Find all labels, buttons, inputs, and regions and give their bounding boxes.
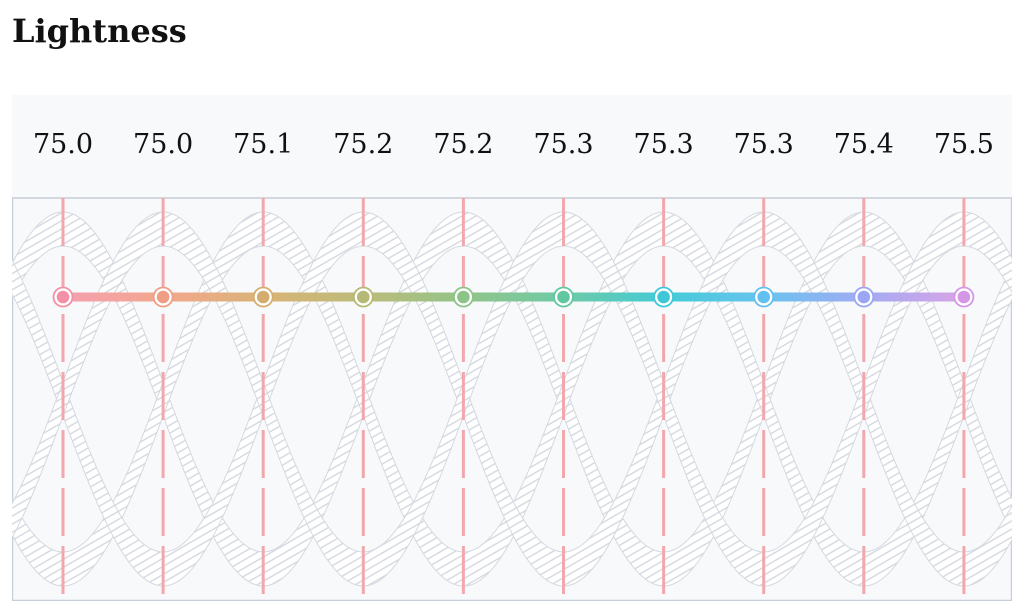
data-point <box>553 286 574 308</box>
point-guides <box>61 198 966 600</box>
data-point-dot <box>56 290 70 304</box>
tick-label: 75.0 <box>33 129 93 160</box>
tick-label: 75.3 <box>533 129 593 160</box>
data-point <box>452 286 474 308</box>
wave-bands <box>12 211 1012 587</box>
wave-band-4 <box>12 211 1012 587</box>
tick-label: 75.1 <box>233 129 293 160</box>
tick-label: 75.4 <box>834 129 894 160</box>
tick-labels: 75.0 75.0 75.1 75.2 75.2 75.3 75.3 75.3 75.4 75.5 <box>33 129 994 160</box>
chart-title: Lightness <box>12 12 187 50</box>
tick-label-band <box>12 95 1012 198</box>
data-point <box>52 286 74 308</box>
data-point-dot <box>256 290 270 304</box>
tick-label: 75.0 <box>133 129 193 160</box>
data-point-dot <box>757 290 770 304</box>
lightness-chart: 75.0 75.0 75.1 75.2 75.2 75.3 75.3 75.3 75.4 75.5 <box>11 95 1013 602</box>
tick-label: 75.5 <box>934 129 994 160</box>
data-point <box>853 286 875 308</box>
tick-label: 75.2 <box>333 129 393 160</box>
wave-band-3 <box>12 211 1012 587</box>
data-point <box>252 286 274 308</box>
data-point <box>152 286 174 308</box>
tick-label: 75.3 <box>734 129 794 160</box>
tick-label: 75.3 <box>634 129 694 160</box>
data-points <box>52 286 975 308</box>
data-point-dot <box>857 290 871 304</box>
data-point-dot <box>457 290 470 304</box>
data-point-dot <box>357 290 370 304</box>
data-point <box>753 286 775 308</box>
lightness-chart-svg: 75.0 75.0 75.1 75.2 75.2 75.3 75.3 75.3 75.4 75.5 <box>11 95 1013 602</box>
data-point-dot <box>657 290 670 304</box>
data-point <box>352 286 374 308</box>
data-point <box>653 286 674 308</box>
data-point-dot <box>557 290 570 304</box>
data-point-dot <box>957 290 971 304</box>
tick-label: 75.2 <box>433 129 493 160</box>
data-point <box>953 286 975 308</box>
data-point-dot <box>156 290 170 304</box>
